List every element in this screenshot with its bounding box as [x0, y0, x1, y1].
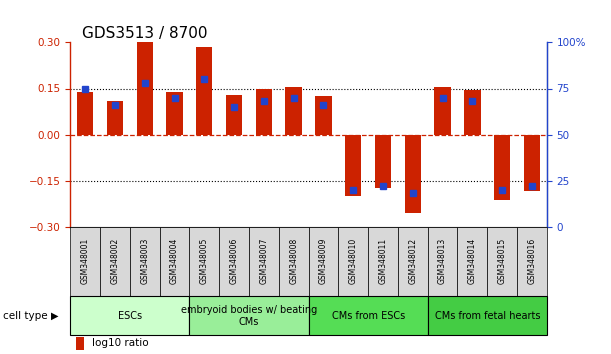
Text: GSM348009: GSM348009	[319, 238, 328, 284]
Bar	[428, 296, 547, 336]
Bar	[464, 90, 481, 135]
Bar	[428, 227, 458, 296]
Bar	[189, 227, 219, 296]
Bar	[100, 227, 130, 296]
Bar	[159, 227, 189, 296]
Bar	[130, 227, 159, 296]
Bar	[488, 227, 517, 296]
Text: CMs from ESCs: CMs from ESCs	[332, 311, 404, 321]
Text: GSM348008: GSM348008	[289, 238, 298, 284]
Text: GSM348005: GSM348005	[200, 238, 209, 284]
Bar	[375, 135, 391, 188]
Bar	[404, 135, 421, 213]
Bar	[309, 227, 338, 296]
Bar	[285, 87, 302, 135]
Bar	[524, 135, 540, 191]
Text: GSM348015: GSM348015	[498, 238, 507, 284]
Text: GSM348006: GSM348006	[230, 238, 238, 284]
Bar	[219, 227, 249, 296]
Bar	[279, 227, 309, 296]
Text: log10 ratio: log10 ratio	[92, 338, 148, 348]
Text: GSM348007: GSM348007	[260, 238, 268, 284]
Bar	[255, 88, 272, 135]
Bar	[166, 92, 183, 135]
Bar	[368, 227, 398, 296]
Bar	[70, 296, 189, 336]
Bar	[494, 135, 510, 200]
Text: ▶: ▶	[51, 311, 58, 321]
Bar	[249, 227, 279, 296]
Bar	[315, 96, 332, 135]
Bar	[70, 227, 100, 296]
Text: GSM348013: GSM348013	[438, 238, 447, 284]
Text: ESCs: ESCs	[118, 311, 142, 321]
Text: GSM348016: GSM348016	[527, 238, 536, 284]
Bar	[77, 92, 93, 135]
Bar	[517, 227, 547, 296]
Text: GSM348014: GSM348014	[468, 238, 477, 284]
Text: GSM348003: GSM348003	[141, 238, 149, 284]
Bar	[107, 101, 123, 135]
Text: cell type: cell type	[3, 311, 48, 321]
Text: GSM348002: GSM348002	[111, 238, 119, 284]
Text: embryoid bodies w/ beating
CMs: embryoid bodies w/ beating CMs	[181, 305, 317, 327]
Bar	[434, 87, 451, 135]
Text: GSM348004: GSM348004	[170, 238, 179, 284]
Bar	[458, 227, 488, 296]
Bar	[309, 296, 428, 336]
Text: GSM348012: GSM348012	[408, 238, 417, 284]
Text: GSM348001: GSM348001	[81, 238, 90, 284]
Bar	[136, 42, 153, 135]
Bar	[345, 135, 362, 196]
Text: GSM348010: GSM348010	[349, 238, 357, 284]
Text: GDS3513 / 8700: GDS3513 / 8700	[82, 26, 208, 41]
Bar	[226, 95, 243, 135]
Bar	[398, 227, 428, 296]
Bar	[338, 227, 368, 296]
Text: GSM348011: GSM348011	[379, 238, 387, 284]
Bar	[196, 47, 213, 135]
Text: CMs from fetal hearts: CMs from fetal hearts	[434, 311, 540, 321]
Bar	[189, 296, 309, 336]
